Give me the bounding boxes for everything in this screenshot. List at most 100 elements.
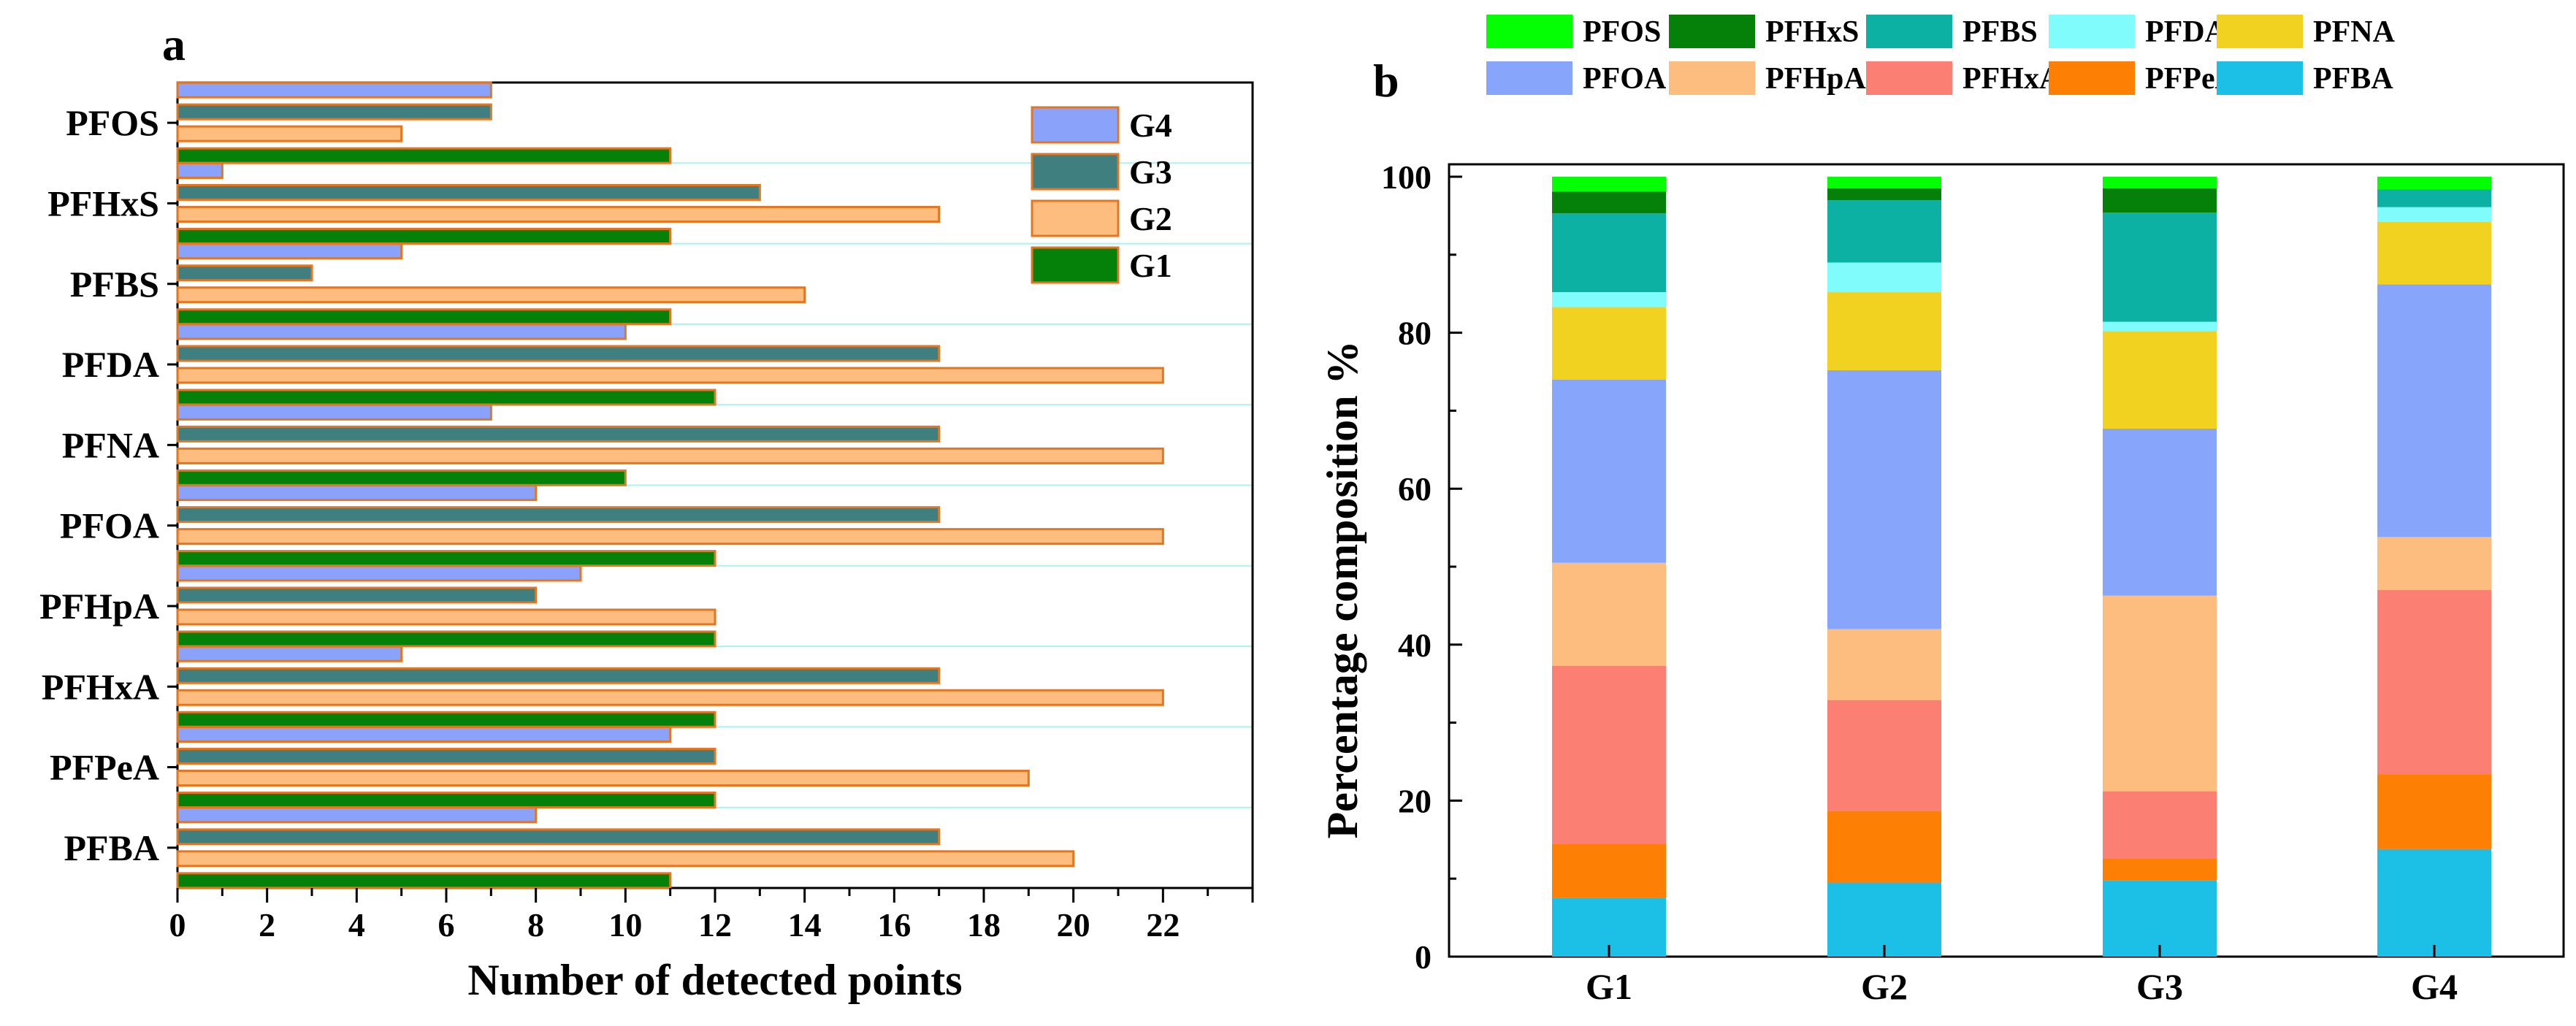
- bar-pfos-g1: [176, 147, 672, 164]
- legend-label-pfna: PFNA: [2313, 15, 2396, 49]
- bar-pfos-g2: [176, 125, 403, 142]
- bar-pfba-g3: [176, 828, 941, 846]
- bar-pfba-g1: [176, 872, 672, 889]
- bar-pfbs-g1: [176, 308, 672, 326]
- bar-pfhpa-g3: [176, 586, 538, 604]
- legend-swatch-g3: [1031, 153, 1120, 191]
- category-label: PFOS: [66, 102, 159, 143]
- panel-label-b: b: [1373, 55, 1399, 107]
- bar-pfhpa-g2: [176, 608, 716, 626]
- bar-pfna-g4: [176, 403, 492, 421]
- panel-label-a: a: [162, 18, 186, 70]
- legend-swatch-g1: [1031, 246, 1120, 284]
- bar-pfoa-g1: [176, 550, 716, 567]
- legend-swatch-pfda: [2049, 15, 2135, 48]
- legend-swatch-g4: [1031, 106, 1120, 144]
- segment-g3-pfna: [2103, 331, 2217, 429]
- legend-swatch-pfos: [1486, 15, 1572, 48]
- x-category-label: G1: [1586, 966, 1632, 1007]
- bar-pfhxa-g4: [176, 645, 403, 662]
- segment-g1-pfhpa: [1552, 562, 1666, 666]
- bar-pfda-g4: [176, 323, 627, 340]
- category-label: PFHxA: [42, 666, 159, 707]
- legend-label-g2: G2: [1129, 200, 1172, 237]
- y-tick-label: 0: [1415, 938, 1432, 976]
- segment-g3-pfbs: [2103, 213, 2217, 322]
- x-tick-label: 6: [438, 906, 455, 943]
- bar-pfba-g2: [176, 850, 1075, 868]
- y-tick-label: 20: [1398, 782, 1432, 819]
- bar-pfoa-g4: [176, 484, 538, 502]
- x-tick-label: 12: [698, 906, 732, 943]
- segment-g1-pfpea: [1552, 843, 1666, 898]
- legend-swatch-pfna: [2217, 15, 2303, 48]
- segment-g3-pfos: [2103, 177, 2217, 189]
- segment-g4-pfna: [2377, 221, 2491, 285]
- segment-g4-pfoa: [2377, 284, 2491, 537]
- legend-label-pfba: PFBA: [2313, 62, 2393, 96]
- segment-g4-pfos: [2377, 177, 2491, 190]
- y-tick-label: 80: [1398, 315, 1432, 352]
- legend-swatch-pfhxa: [1866, 61, 1952, 95]
- segment-g3-pfpea: [2103, 858, 2217, 881]
- bar-pfba-g4: [176, 806, 538, 824]
- x-category-label: G2: [1861, 966, 1908, 1007]
- x-tick-label: 16: [877, 906, 911, 943]
- category-label: PFBS: [70, 264, 159, 305]
- segment-g2-pfda: [1827, 262, 1941, 293]
- bar-pfhxs-g3: [176, 183, 761, 201]
- segment-g1-pfna: [1552, 307, 1666, 380]
- bar-pfhxs-g2: [176, 205, 941, 223]
- y-axis-title: Percentage composition %: [1318, 340, 1367, 838]
- segment-g3-pfba: [2103, 880, 2217, 957]
- segment-g4-pfhxa: [2377, 590, 2491, 775]
- panel-b: G1 G2 G3 G4 0 20 40 60 80 100 Percentage compositi…: [1318, 15, 2565, 1007]
- category-label: PFBA: [64, 827, 159, 868]
- legend-swatch-pfoa: [1486, 61, 1572, 95]
- segment-g2-pfoa: [1827, 370, 1941, 629]
- category-label: PFHxS: [47, 183, 159, 223]
- y-tick-label: 100: [1381, 158, 1432, 196]
- bar-pfda-g3: [176, 345, 941, 362]
- legend-label-g4: G4: [1129, 107, 1172, 144]
- bar-pfhpa-g4: [176, 564, 582, 582]
- bar-pfbs-g4: [176, 242, 403, 260]
- segment-g4-pfpea: [2377, 774, 2491, 849]
- x-tick-label: 0: [169, 906, 186, 943]
- plot-frame-b: [1448, 163, 2565, 958]
- legend-label-pfhxs: PFHxS: [1765, 15, 1859, 49]
- bar-pfhxs-g1: [176, 227, 672, 245]
- x-tick-label: 14: [788, 906, 822, 943]
- bar-pfda-g1: [176, 388, 716, 406]
- x-tick-label: 8: [527, 906, 544, 943]
- legend-swatch-pfpea: [2049, 61, 2135, 95]
- legend-label-pfhpa: PFHpA: [1765, 62, 1866, 96]
- segment-g4-pfbs: [2377, 189, 2491, 207]
- y-tick-label: 40: [1398, 627, 1432, 664]
- segment-g1-pfbs: [1552, 213, 1666, 293]
- bar-pfpea-g3: [176, 748, 716, 765]
- x-axis-title: Number of detected points: [467, 956, 962, 1004]
- segment-g4-pfhpa: [2377, 537, 2491, 591]
- legend-label-g1: G1: [1129, 247, 1172, 284]
- x-category-label: G4: [2411, 966, 2458, 1007]
- bar-pfda-g2: [176, 367, 1164, 384]
- legend-label-pfos: PFOS: [1583, 15, 1661, 49]
- x-tick-label: 18: [967, 906, 1001, 943]
- category-label: PFDA: [62, 344, 159, 385]
- bar-pfna-g3: [176, 425, 941, 443]
- legend-label-pfhxa: PFHxA: [1962, 62, 2062, 96]
- x-tick-label: 2: [259, 906, 275, 943]
- segment-g1-pfda: [1552, 292, 1666, 307]
- legend-swatch-g2: [1031, 199, 1120, 237]
- bar-pfbs-g2: [176, 286, 806, 304]
- segment-g4-pfda: [2377, 207, 2491, 222]
- segment-g2-pfna: [1827, 292, 1941, 370]
- segment-g1-pfos: [1552, 177, 1666, 192]
- x-tick-label: 22: [1146, 906, 1180, 943]
- legend-swatch-pfbs: [1866, 15, 1952, 48]
- bar-pfna-g2: [176, 447, 1164, 464]
- bar-pfhxa-g2: [176, 689, 1164, 706]
- category-label: PFPeA: [50, 747, 159, 788]
